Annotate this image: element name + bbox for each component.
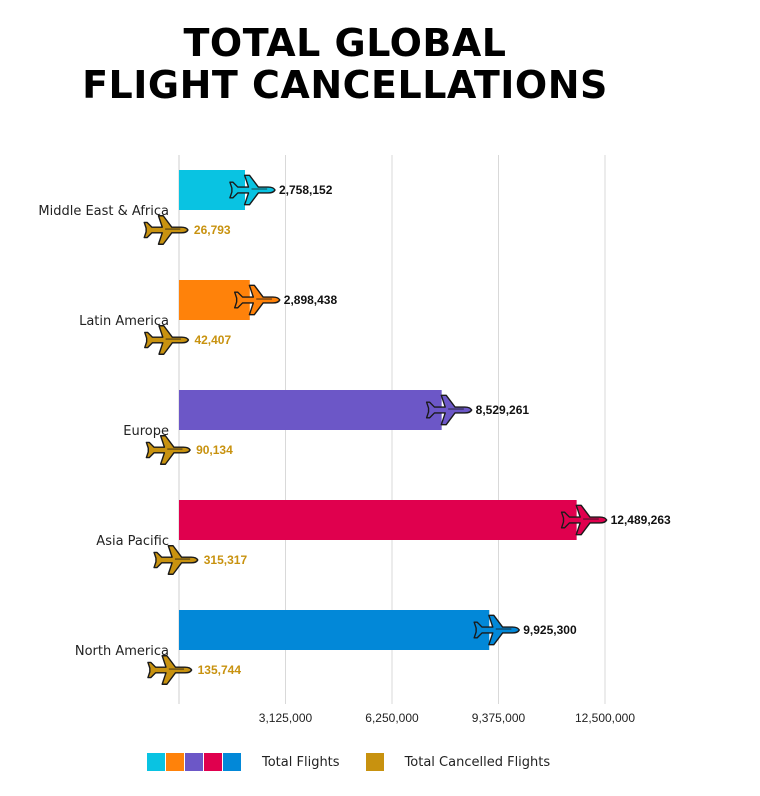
plane-total-asia-pacific-shape: [560, 504, 608, 536]
plane-total-north-america: [473, 614, 520, 646]
plane-total-latin-america-shape: [233, 284, 281, 316]
x-tick-label-2: 9,375,000: [472, 711, 526, 725]
plane-total-middle-east-africa: [229, 174, 276, 206]
legend-label-total: Total Flights: [262, 754, 340, 770]
category-label-latin-america: Latin America: [79, 314, 169, 329]
chart-title: TOTAL GLOBAL FLIGHT CANCELLATIONS: [0, 22, 690, 106]
plane-total-middle-east-africa-shape: [229, 174, 276, 206]
bar-total-north-america: [179, 610, 490, 650]
plane-cancelled-europe-shape: [145, 435, 191, 465]
bar-total-asia-pacific: [179, 500, 577, 540]
plane-total-europe: [425, 394, 473, 426]
legend-swatch-total-4: [204, 753, 222, 771]
category-label-europe: Europe: [123, 424, 169, 439]
plane-cancelled-europe: [145, 435, 191, 465]
value-label-total-middle-east-africa: 2,758,152: [279, 183, 333, 197]
plane-cancelled-asia-pacific-shape: [153, 545, 199, 575]
value-label-total-north-america: 9,925,300: [523, 623, 577, 637]
chart-title-line-1: TOTAL GLOBAL: [183, 21, 507, 65]
legend-swatch-cancelled: [365, 753, 384, 771]
plane-total-latin-america: [233, 284, 281, 316]
plane-total-asia-pacific: [560, 504, 608, 536]
x-tick-label-3: 12,500,000: [575, 711, 635, 725]
plane-cancelled-latin-america: [144, 325, 190, 355]
value-label-cancelled-latin-america: 42,407: [194, 333, 231, 347]
bar-total-europe: [179, 390, 442, 430]
plane-cancelled-latin-america-shape: [144, 325, 190, 355]
value-label-cancelled-middle-east-africa: 26,793: [194, 223, 231, 237]
plane-cancelled-middle-east-africa-shape: [143, 215, 189, 245]
plane-cancelled-middle-east-africa: [143, 215, 189, 245]
value-label-cancelled-asia-pacific: 315,317: [204, 553, 248, 567]
plane-total-europe-shape: [425, 394, 473, 426]
x-tick-label-0: 3,125,000: [259, 711, 313, 725]
plane-total-north-america-shape: [473, 614, 520, 646]
category-label-asia-pacific: Asia Pacific: [96, 534, 169, 549]
chart-title-line-2: FLIGHT CANCELLATIONS: [82, 63, 608, 107]
x-tick-label-1: 6,250,000: [365, 711, 419, 725]
plane-cancelled-asia-pacific: [153, 545, 199, 575]
value-label-total-asia-pacific: 12,489,263: [611, 513, 671, 527]
legend-swatch-total-3: [185, 753, 203, 771]
category-label-north-america: North America: [75, 644, 169, 659]
plane-cancelled-north-america-shape: [147, 655, 193, 685]
value-label-total-latin-america: 2,898,438: [284, 293, 338, 307]
legend: Total Flights Total Cancelled Flights: [147, 752, 576, 772]
value-label-cancelled-europe: 90,134: [196, 443, 233, 457]
value-label-total-europe: 8,529,261: [476, 403, 530, 417]
legend-swatch-total-5: [223, 753, 241, 771]
category-label-middle-east-africa: Middle East & Africa: [38, 204, 169, 219]
legend-swatch-total-1: [147, 753, 165, 771]
legend-swatch-total-2: [166, 753, 184, 771]
bar-chart: 2,758,152 26,793 Middle East & Africa 2,898…: [38, 155, 671, 725]
value-label-cancelled-north-america: 135,744: [198, 663, 242, 677]
plane-cancelled-north-america: [147, 655, 193, 685]
legend-label-cancelled: Total Cancelled Flights: [404, 754, 551, 770]
